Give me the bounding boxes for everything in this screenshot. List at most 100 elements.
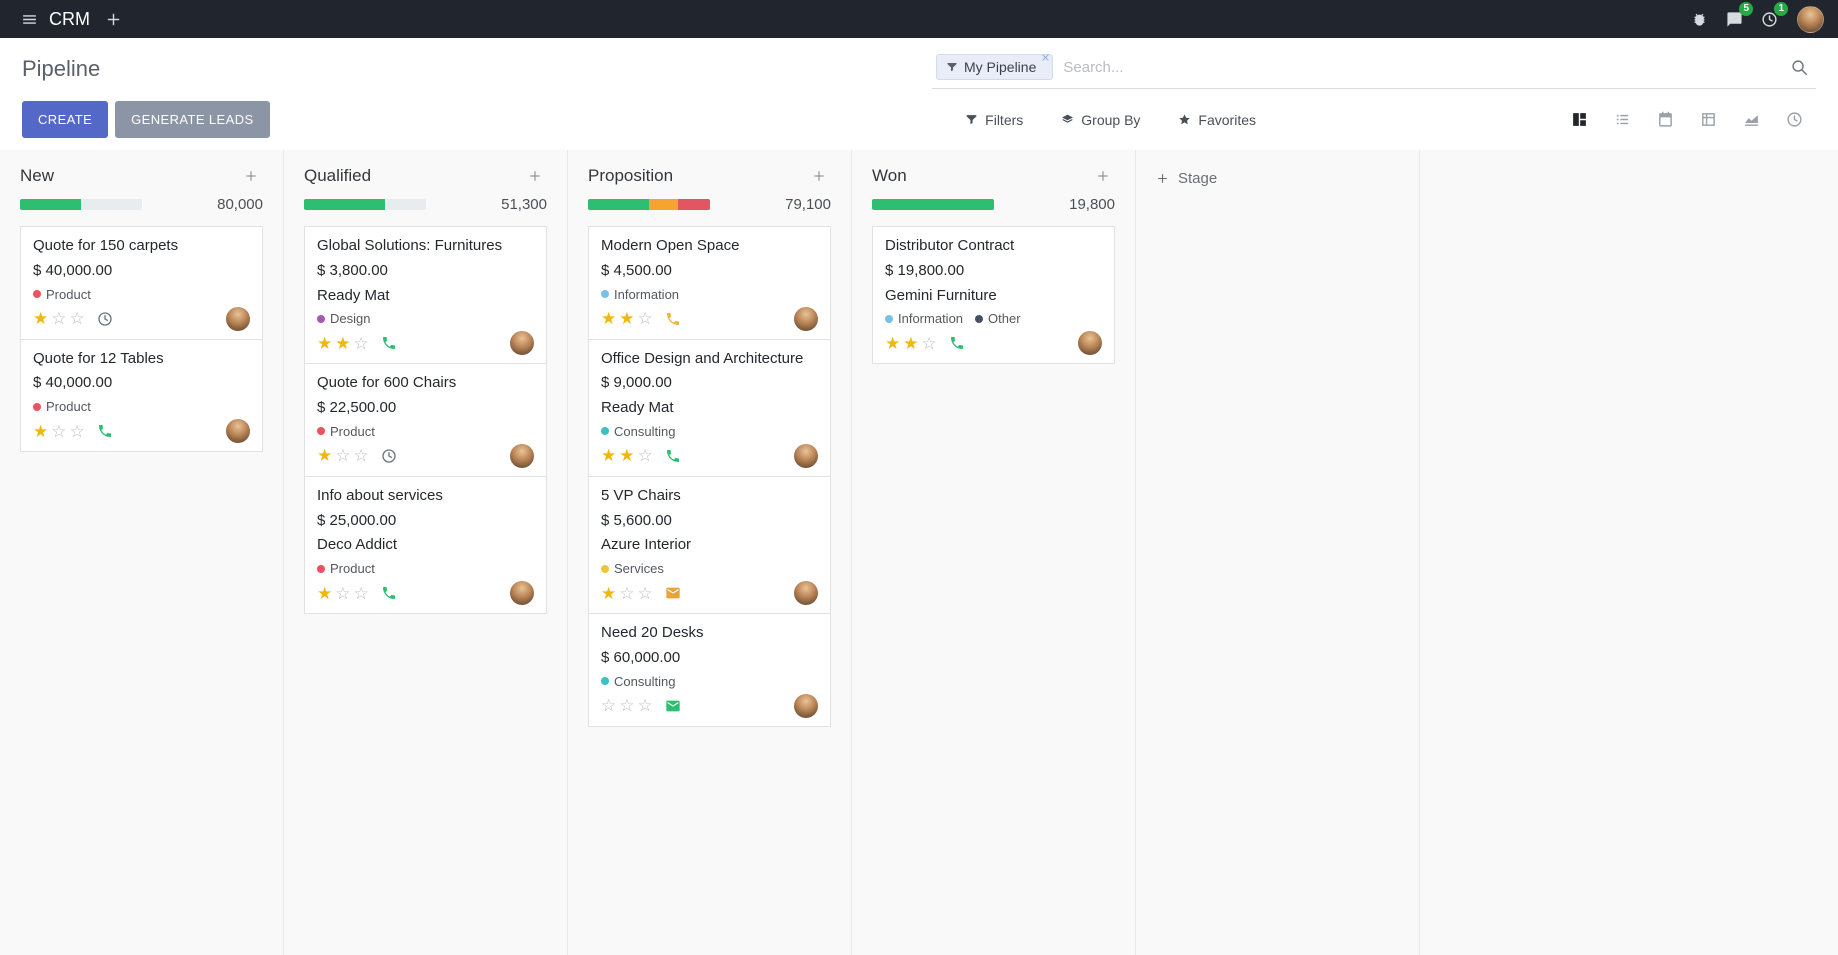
search-facet[interactable]: My Pipeline (936, 51, 1054, 80)
activity-phone-icon[interactable] (665, 448, 681, 464)
star-empty-icon[interactable]: ☆ (353, 446, 369, 466)
star-filled-icon[interactable]: ★ (619, 309, 635, 328)
star-empty-icon[interactable]: ☆ (353, 333, 369, 353)
search-input[interactable] (1053, 54, 1787, 80)
kanban-card[interactable]: Distributor Contract $ 19,800.00 Gemini Fu… (872, 226, 1115, 365)
salesperson-avatar[interactable] (510, 581, 534, 605)
star-empty-icon[interactable]: ☆ (335, 583, 351, 603)
view-kanban-button[interactable] (1558, 103, 1601, 136)
kanban-card[interactable]: Quote for 150 carpets $ 40,000.00 Product ★… (20, 226, 263, 340)
kanban-card[interactable]: Office Design and Architecture $ 9,000.00… (588, 338, 831, 477)
salesperson-avatar[interactable] (1078, 331, 1102, 356)
salesperson-avatar[interactable] (226, 419, 250, 443)
messages-button[interactable]: 5 (1719, 1, 1753, 34)
quick-add-card-button[interactable] (807, 166, 831, 186)
progress-segment[interactable] (304, 199, 385, 210)
quick-add-card-button[interactable] (523, 166, 547, 186)
favorites-button[interactable]: Favorites (1176, 106, 1258, 134)
stage-progressbar[interactable] (20, 199, 142, 210)
search-icon[interactable] (1787, 57, 1812, 78)
activities-button[interactable]: 1 (1754, 1, 1788, 34)
generate-leads-button[interactable]: GENERATE LEADS (115, 101, 270, 138)
kanban-card[interactable]: Quote for 600 Chairs $ 22,500.00 Product ★ ☆… (304, 363, 547, 477)
view-pivot-button[interactable] (1687, 103, 1730, 136)
salesperson-avatar[interactable] (510, 443, 534, 468)
view-list-button[interactable] (1601, 103, 1644, 136)
star-filled-icon[interactable]: ★ (601, 309, 617, 328)
star-empty-icon[interactable]: ☆ (637, 583, 653, 603)
kanban-card[interactable]: 5 VP Chairs $ 5,600.00 Azure Interior Servi… (588, 475, 831, 614)
star-filled-icon[interactable]: ★ (317, 333, 333, 353)
star-empty-icon[interactable]: ☆ (619, 696, 635, 715)
view-calendar-button[interactable] (1644, 103, 1687, 136)
star-empty-icon[interactable]: ☆ (637, 309, 653, 328)
apps-menu-button[interactable] (14, 5, 45, 34)
stage-title[interactable]: Qualified (304, 166, 372, 185)
kanban-card[interactable]: Info about services $ 25,000.00 Deco Addic… (304, 475, 547, 614)
add-stage-button[interactable]: Stage (1156, 166, 1217, 191)
star-empty-icon[interactable]: ☆ (335, 446, 351, 466)
activity-phone-icon[interactable] (97, 423, 113, 439)
activity-phone-icon[interactable] (381, 585, 397, 601)
salesperson-avatar[interactable] (794, 443, 818, 468)
activity-envelope-icon[interactable] (665, 698, 681, 714)
activity-envelope-icon[interactable] (665, 585, 681, 601)
progress-segment[interactable] (20, 199, 81, 210)
star-empty-icon[interactable]: ☆ (353, 583, 369, 603)
activity-phone-icon[interactable] (949, 335, 965, 351)
star-empty-icon[interactable]: ☆ (637, 446, 653, 466)
stage-progressbar[interactable] (304, 199, 426, 210)
star-filled-icon[interactable]: ★ (601, 583, 617, 603)
salesperson-avatar[interactable] (794, 693, 818, 718)
kanban-card[interactable]: Need 20 Desks $ 60,000.00 Consulting ☆ ☆ ☆ (588, 613, 831, 727)
activity-phone-icon[interactable] (381, 335, 397, 351)
star-empty-icon[interactable]: ☆ (69, 421, 85, 441)
salesperson-avatar[interactable] (794, 306, 818, 331)
progress-segment[interactable] (588, 199, 649, 210)
star-filled-icon[interactable]: ★ (885, 333, 901, 353)
stage-progressbar[interactable] (872, 199, 994, 210)
quick-add-card-button[interactable] (239, 166, 263, 186)
star-filled-icon[interactable]: ★ (619, 446, 635, 466)
salesperson-avatar[interactable] (510, 331, 534, 356)
stage-progressbar[interactable] (588, 199, 710, 210)
stage-title[interactable]: New (20, 166, 55, 185)
star-filled-icon[interactable]: ★ (317, 446, 333, 466)
star-filled-icon[interactable]: ★ (33, 309, 49, 328)
activity-clock-icon[interactable] (97, 311, 113, 327)
progress-segment[interactable] (649, 199, 679, 210)
kanban-card[interactable]: Modern Open Space $ 4,500.00 Information ★ ★… (588, 226, 831, 340)
star-empty-icon[interactable]: ☆ (51, 421, 67, 441)
activity-clock-icon[interactable] (381, 448, 397, 464)
star-filled-icon[interactable]: ★ (903, 333, 919, 353)
star-filled-icon[interactable]: ★ (601, 446, 617, 466)
progress-segment[interactable] (872, 199, 994, 210)
star-empty-icon[interactable]: ☆ (921, 333, 937, 353)
salesperson-avatar[interactable] (794, 581, 818, 605)
progress-segment[interactable] (678, 199, 710, 210)
activity-phone-icon[interactable] (665, 311, 681, 327)
star-filled-icon[interactable]: ★ (33, 421, 49, 441)
star-empty-icon[interactable]: ☆ (69, 309, 85, 328)
group-by-button[interactable]: Group By (1059, 106, 1142, 134)
kanban-card[interactable]: Global Solutions: Furnitures $ 3,800.00 Re… (304, 226, 547, 365)
app-title[interactable]: CRM (49, 8, 90, 29)
star-empty-icon[interactable]: ☆ (637, 696, 653, 715)
user-avatar[interactable] (1797, 5, 1824, 33)
filters-button[interactable]: Filters (963, 106, 1025, 134)
debug-button[interactable] (1684, 5, 1715, 34)
view-graph-button[interactable] (1730, 103, 1773, 136)
create-button[interactable]: CREATE (22, 101, 109, 138)
star-filled-icon[interactable]: ★ (317, 583, 333, 603)
quick-create-button[interactable] (98, 5, 129, 34)
star-empty-icon[interactable]: ☆ (619, 583, 635, 603)
star-filled-icon[interactable]: ★ (335, 333, 351, 353)
stage-title[interactable]: Proposition (588, 166, 674, 185)
view-activity-button[interactable] (1773, 103, 1816, 136)
stage-title[interactable]: Won (872, 166, 907, 185)
remove-facet-icon[interactable] (1039, 51, 1052, 64)
star-empty-icon[interactable]: ☆ (601, 696, 617, 715)
star-empty-icon[interactable]: ☆ (51, 309, 67, 328)
kanban-card[interactable]: Quote for 12 Tables $ 40,000.00 Product ★ ☆ ☆ (20, 338, 263, 452)
salesperson-avatar[interactable] (226, 306, 250, 331)
